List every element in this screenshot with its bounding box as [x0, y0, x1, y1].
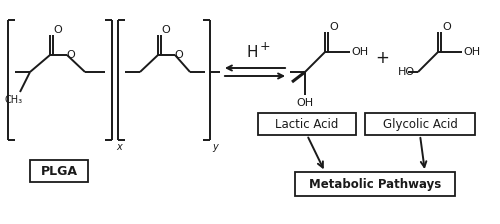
Text: PLGA: PLGA: [40, 164, 78, 177]
Text: O: O: [54, 25, 62, 35]
Text: O: O: [66, 50, 76, 60]
FancyBboxPatch shape: [30, 160, 88, 182]
Text: OH: OH: [464, 47, 480, 57]
Text: CH₃: CH₃: [5, 95, 23, 105]
FancyBboxPatch shape: [295, 172, 455, 196]
Text: O: O: [162, 25, 170, 35]
FancyBboxPatch shape: [258, 113, 356, 135]
Text: +: +: [375, 49, 389, 67]
Text: y: y: [212, 142, 218, 152]
Text: OH: OH: [352, 47, 368, 57]
Text: Metabolic Pathways: Metabolic Pathways: [309, 177, 441, 190]
Text: HO: HO: [398, 67, 415, 77]
Text: O: O: [442, 22, 452, 32]
Text: H: H: [246, 45, 258, 60]
FancyBboxPatch shape: [365, 113, 475, 135]
Text: Glycolic Acid: Glycolic Acid: [382, 118, 458, 131]
Text: OH: OH: [296, 98, 314, 108]
Text: +: +: [260, 39, 270, 52]
Text: x: x: [116, 142, 122, 152]
Text: O: O: [174, 50, 184, 60]
Text: O: O: [330, 22, 338, 32]
Text: Lactic Acid: Lactic Acid: [276, 118, 338, 131]
